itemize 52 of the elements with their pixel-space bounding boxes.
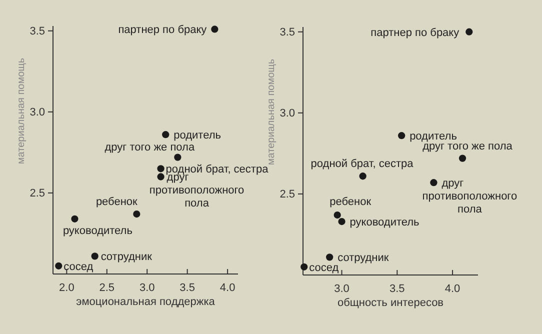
x-tick-label: 3.5 (180, 282, 195, 294)
point (300, 263, 308, 270)
point (211, 26, 218, 33)
annotation: руководитель (62, 224, 133, 237)
annotation: родной брат, сестра (310, 158, 414, 170)
x-tick-label: 3.0 (334, 282, 350, 295)
annotation: руководитель (350, 216, 420, 229)
annotation: сосед (64, 260, 94, 273)
annotation: сотрудник (338, 252, 389, 264)
point (359, 172, 366, 180)
annotation: ребенок (330, 196, 372, 208)
point (398, 132, 406, 140)
point (466, 28, 473, 36)
x-tick-label: 4.0 (444, 282, 460, 295)
point (338, 218, 346, 226)
point (162, 131, 170, 138)
point (55, 262, 62, 270)
x-axis-title: общность интересов (337, 297, 444, 309)
y-tick-label: 3.5 (30, 25, 45, 38)
y-axis-title: материальная помощь (16, 58, 27, 164)
x-tick-label: 3.5 (389, 282, 405, 295)
y-tick-label: 3.5 (280, 26, 295, 38)
point (71, 215, 78, 222)
annotation: родитель (410, 130, 458, 143)
point (334, 211, 341, 219)
point (157, 165, 164, 172)
annotation: партнер по браку (370, 26, 460, 39)
annotation: ребенок (96, 196, 138, 208)
point (133, 210, 140, 218)
annotation: друг противоположного пола (422, 178, 518, 216)
point (157, 173, 164, 180)
y-tick-label: 3.0 (30, 106, 45, 118)
x-tick-label: 3.0 (139, 282, 155, 294)
point (91, 252, 98, 260)
x-tick-label: 4.0 (220, 282, 236, 294)
point (458, 154, 466, 162)
annotation: сотрудник (100, 251, 152, 264)
point (326, 254, 334, 261)
annotation: друг того же пола (422, 140, 514, 152)
annotation: родитель (174, 130, 222, 142)
y-tick-label: 3.0 (280, 107, 295, 120)
annotation: партнер по браку (118, 24, 208, 36)
x-axis-title: эмоциональная поддержка (76, 296, 216, 308)
point (430, 179, 438, 186)
y-tick-label: 2.5 (280, 188, 295, 200)
y-axis-title: материальная помощь (266, 58, 277, 166)
x-tick-label: 2.0 (59, 282, 74, 294)
y-tick-label: 2.5 (30, 187, 45, 200)
annotation: сосед (309, 262, 340, 274)
annotation: друг того же пола (104, 141, 196, 154)
point (174, 154, 182, 161)
x-tick-label: 2.5 (99, 282, 115, 294)
